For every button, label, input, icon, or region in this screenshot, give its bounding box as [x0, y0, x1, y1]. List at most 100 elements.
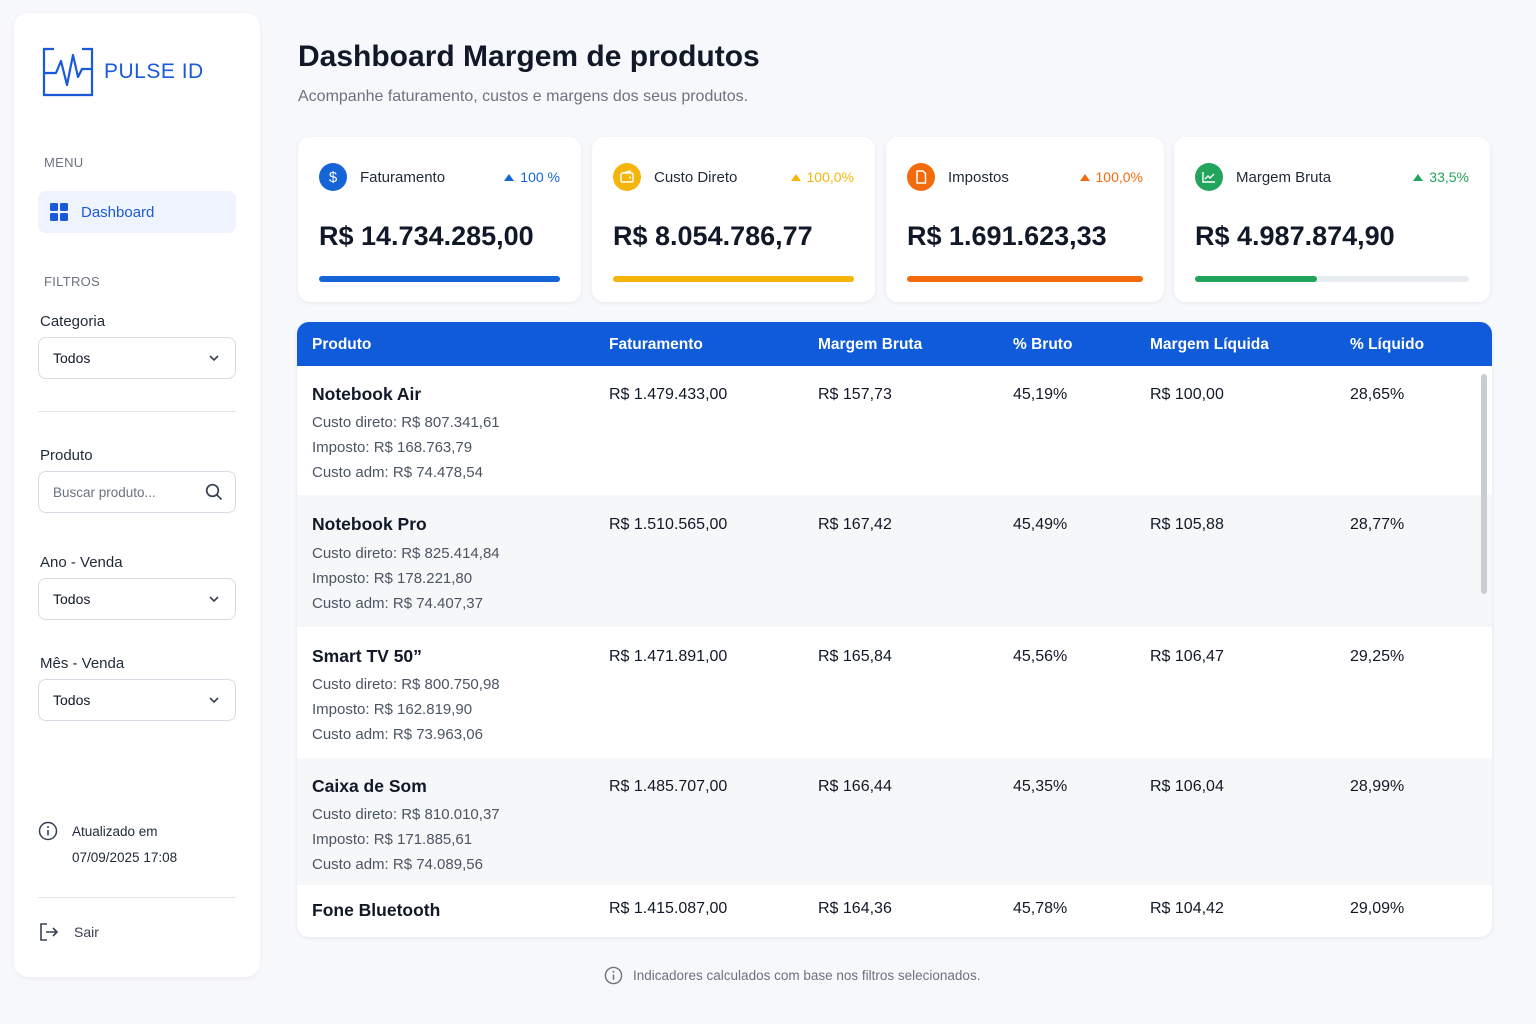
updated-datetime: 07/09/2025 17:08 [72, 850, 178, 865]
kpi-change-value: 100,0% [806, 169, 854, 185]
kpi-value: R$ 4.987.874,90 [1195, 221, 1395, 251]
gross-pct-cell: 45,49% [1013, 516, 1068, 533]
direct-cost: Custo direto: R$ 810.010,37 [312, 806, 500, 823]
kpi-progress-fill [319, 276, 560, 282]
column-header[interactable]: Faturamento [609, 336, 703, 353]
chevron-down-icon [209, 596, 219, 603]
table-header: Produto Faturamento Margem Bruta % Bruto… [297, 322, 1492, 366]
arrow-up-icon [1079, 173, 1090, 181]
product-name: Caixa de Som [312, 776, 427, 796]
product-search-input[interactable] [53, 484, 193, 500]
product-label: Produto [40, 447, 93, 464]
product-name: Notebook Air [312, 384, 422, 404]
category-select-value: Todos [53, 350, 91, 366]
net-pct-cell: 29,25% [1350, 648, 1405, 665]
info-icon [38, 821, 58, 841]
logout-divider [38, 897, 236, 898]
pulse-logo-icon [42, 47, 94, 97]
page-title: Dashboard Margem de produtos [298, 40, 760, 73]
month-select-value: Todos [53, 692, 91, 708]
kpi-value: R$ 14.734.285,00 [319, 221, 534, 251]
info-icon [604, 966, 623, 985]
kpi-progress-track [319, 276, 560, 282]
tax: Imposto: R$ 162.819,90 [312, 701, 473, 718]
kpi-value: R$ 8.054.786,77 [613, 221, 813, 251]
table-row[interactable]: Smart TV 50” Custo direto: R$ 800.750,98… [297, 627, 1492, 758]
year-select[interactable]: Todos [38, 578, 236, 620]
filters-divider [38, 411, 236, 412]
filters-section-label: FILTROS [44, 274, 101, 289]
sidebar-item-dashboard[interactable]: Dashboard [38, 191, 236, 233]
table-row[interactable]: Caixa de Som Custo direto: R$ 810.010,37… [297, 758, 1492, 885]
kpi-label: Impostos [948, 169, 1009, 186]
revenue-cell: R$ 1.479.433,00 [609, 386, 728, 403]
kpi-label: Margem Bruta [1236, 169, 1332, 186]
product-name: Smart TV 50” [312, 646, 422, 666]
admin-cost: Custo adm: R$ 74.407,37 [312, 595, 483, 612]
column-header[interactable]: % Líquido [1350, 336, 1425, 353]
gross-margin-cell: R$ 165,84 [818, 648, 892, 665]
table-row[interactable]: Notebook Air Custo direto: R$ 807.341,61… [297, 366, 1492, 495]
column-header[interactable]: % Bruto [1013, 336, 1073, 353]
logout-label: Sair [74, 924, 99, 940]
revenue-cell: R$ 1.415.087,00 [609, 900, 728, 917]
gross-margin-cell: R$ 167,42 [818, 516, 892, 533]
net-pct-cell: 28,65% [1350, 386, 1405, 403]
gross-pct-cell: 45,19% [1013, 386, 1068, 403]
column-header[interactable]: Produto [312, 336, 372, 353]
footnote-text: Indicadores calculados com base nos filt… [633, 968, 981, 983]
direct-cost: Custo direto: R$ 825.414,84 [312, 545, 500, 562]
products-table: Produto Faturamento Margem Bruta % Bruto… [297, 322, 1492, 937]
kpi-card-faturamento: $ Faturamento 100 % R$ 14.734.285,00 [298, 137, 581, 302]
product-name: Notebook Pro [312, 514, 427, 534]
kpi-progress-track [907, 276, 1143, 282]
column-header[interactable]: Margem Líquida [1150, 336, 1269, 353]
gross-margin-cell: R$ 164,36 [818, 900, 892, 917]
chevron-down-icon [209, 697, 219, 704]
kpi-change-value: 33,5% [1429, 169, 1469, 185]
net-margin-cell: R$ 105,88 [1150, 516, 1224, 533]
year-label: Ano - Venda [40, 554, 123, 571]
kpi-change-value: 100 % [520, 169, 560, 185]
kpi-progress-fill [1195, 276, 1317, 282]
last-updated: Atualizado em 07/09/2025 17:08 [38, 821, 177, 871]
gross-pct-cell: 45,78% [1013, 900, 1068, 917]
net-pct-cell: 28,99% [1350, 778, 1405, 795]
brand-logo[interactable]: PULSE ID [42, 47, 204, 97]
table-row[interactable]: Fone Bluetooth R$ 1.415.087,00 R$ 164,36… [297, 885, 1492, 937]
search-icon[interactable] [205, 483, 223, 501]
arrow-up-icon [790, 173, 801, 181]
arrow-up-icon [504, 173, 515, 181]
page-subtitle: Acompanhe faturamento, custos e margens … [298, 88, 749, 105]
kpi-value: R$ 1.691.623,33 [907, 221, 1107, 251]
gross-margin-cell: R$ 166,44 [818, 778, 892, 795]
net-pct-cell: 29,09% [1350, 900, 1405, 917]
direct-cost: Custo direto: R$ 800.750,98 [312, 676, 500, 693]
net-margin-cell: R$ 106,04 [1150, 778, 1224, 795]
wallet-icon [613, 163, 641, 191]
product-search-field[interactable] [38, 471, 236, 513]
table-scrollbar[interactable] [1481, 374, 1487, 594]
trend-chart-icon [1195, 163, 1223, 191]
logout-icon [40, 923, 59, 941]
month-select[interactable]: Todos [38, 679, 236, 721]
category-label: Categoria [40, 313, 106, 330]
logout-button[interactable]: Sair [38, 921, 99, 943]
updated-label: Atualizado em [72, 824, 158, 839]
brand-name: PULSE ID [104, 60, 204, 83]
column-header[interactable]: Margem Bruta [818, 336, 923, 353]
revenue-cell: R$ 1.485.707,00 [609, 778, 728, 795]
gross-margin-cell: R$ 157,73 [818, 386, 892, 403]
direct-cost: Custo direto: R$ 807.341,61 [312, 414, 500, 431]
kpi-label: Custo Direto [654, 169, 738, 186]
net-margin-cell: R$ 100,00 [1150, 386, 1224, 403]
sidebar: PULSE ID MENU Dashboard FILTROS Categori… [14, 13, 260, 977]
tax: Imposto: R$ 178.221,80 [312, 570, 473, 587]
product-name: Fone Bluetooth [312, 900, 441, 920]
admin-cost: Custo adm: R$ 74.089,56 [312, 856, 483, 873]
dashboard-grid-icon [50, 203, 68, 221]
table-row[interactable]: Notebook Pro Custo direto: R$ 825.414,84… [297, 495, 1492, 627]
kpi-card-impostos: Impostos 100,0% R$ 1.691.623,33 [886, 137, 1164, 302]
kpi-change: 100 % [504, 169, 560, 185]
category-select[interactable]: Todos [38, 337, 236, 379]
